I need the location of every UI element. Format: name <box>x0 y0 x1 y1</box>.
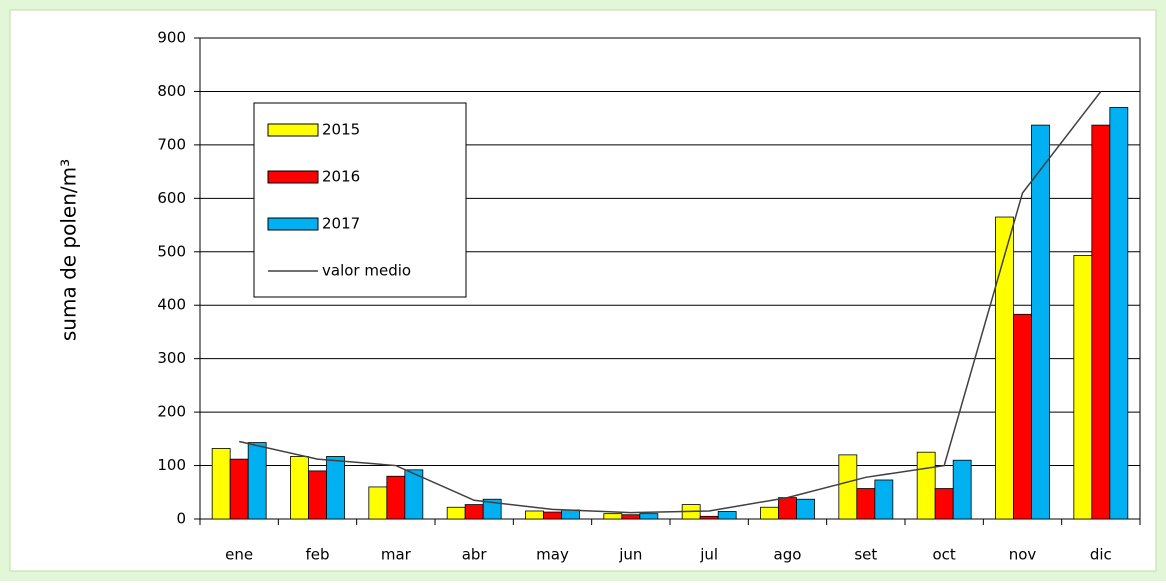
y-tick-label: 600 <box>157 189 186 207</box>
y-tick-label: 300 <box>157 349 186 367</box>
bar <box>778 497 797 520</box>
bar <box>699 515 719 520</box>
bar <box>211 448 231 520</box>
bar <box>760 506 779 520</box>
bar <box>482 498 502 520</box>
bar <box>621 514 641 520</box>
y-tick-label: 800 <box>157 82 186 100</box>
bar <box>368 486 388 520</box>
y-tick-label: 400 <box>157 296 186 314</box>
bar <box>404 469 424 520</box>
bar <box>446 506 466 520</box>
bar <box>561 509 580 520</box>
bar <box>326 456 345 520</box>
bar <box>1091 124 1111 520</box>
bar <box>717 511 737 520</box>
legend-swatch <box>267 123 319 137</box>
bar <box>916 451 936 520</box>
legend-swatch <box>267 217 319 231</box>
bar <box>934 488 954 520</box>
bar <box>1031 124 1050 520</box>
bar <box>525 510 544 520</box>
bar <box>543 511 562 520</box>
bar <box>290 456 309 520</box>
y-tick-label: 700 <box>157 135 186 153</box>
bar <box>1109 107 1129 520</box>
x-tick-label: nov <box>1009 546 1037 564</box>
bar <box>386 475 406 520</box>
x-tick-label: feb <box>305 546 329 564</box>
bar <box>1073 255 1093 520</box>
x-tick-label: ene <box>225 546 253 564</box>
y-tick-label: 900 <box>157 29 186 47</box>
x-tick-label: jul <box>699 546 718 564</box>
bar <box>464 504 484 520</box>
y-tick-label: 500 <box>157 242 186 260</box>
legend-label: valor medio <box>322 262 411 280</box>
legend-swatch <box>267 170 319 184</box>
x-tick-label: dic <box>1090 546 1112 564</box>
bar <box>796 498 815 520</box>
y-axis-label: suma de polen/m³ <box>57 159 81 341</box>
bar <box>1013 313 1032 520</box>
x-tick-label: set <box>854 546 877 564</box>
x-tick-label: oct <box>933 546 956 564</box>
legend-label: 2015 <box>322 121 360 139</box>
legend-label: 2017 <box>322 215 360 233</box>
y-tick-label: 100 <box>157 456 186 474</box>
x-tick-label: ago <box>774 546 802 564</box>
bar <box>952 459 972 520</box>
bar <box>838 454 858 520</box>
x-tick-label: abr <box>462 546 488 564</box>
bar <box>247 442 267 520</box>
bar <box>639 513 659 520</box>
x-tick-label: jun <box>618 546 642 564</box>
x-tick-label: mar <box>381 546 412 564</box>
y-tick-label: 0 <box>176 510 186 528</box>
bar <box>229 458 249 520</box>
bar <box>603 513 623 520</box>
bar <box>856 488 876 520</box>
bar <box>874 479 894 520</box>
bar <box>308 470 327 520</box>
legend-label: 2016 <box>322 168 360 186</box>
bar <box>995 216 1014 520</box>
x-tick-label: may <box>536 546 569 564</box>
line-series <box>239 90 1102 514</box>
y-tick-label: 200 <box>157 403 186 421</box>
